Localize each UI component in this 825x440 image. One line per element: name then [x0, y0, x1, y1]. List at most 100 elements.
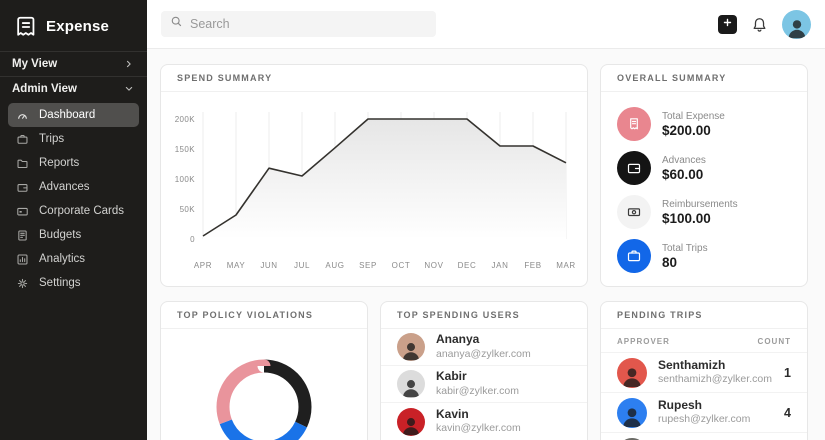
main-area: SPEND SUMMARY 0 50K 100K 150K 200K APR MAY JUN J…	[147, 0, 825, 440]
sidebar-item-budgets[interactable]: Budgets	[8, 223, 139, 247]
user-avatar[interactable]	[782, 9, 811, 39]
user-email: ananya@zylker.com	[436, 347, 531, 360]
chevron-right-icon	[123, 58, 135, 70]
svg-text:SEP: SEP	[359, 261, 377, 270]
search-input[interactable]	[190, 17, 427, 31]
summary-item-value: $100.00	[662, 211, 711, 227]
summary-item-total-expense: Total Expense $200.00	[617, 102, 791, 146]
approver-name: Rupesh	[658, 397, 703, 412]
svg-text:JAN: JAN	[492, 261, 509, 270]
summary-item-text: Total Trips 80	[662, 242, 708, 271]
summary-item-label: Reimbursements	[662, 198, 738, 210]
pending-trips-title: PENDING TRIPS	[601, 302, 807, 329]
chevron-down-icon	[123, 83, 135, 95]
user-text: Kabir kabir@zylker.com	[436, 369, 519, 398]
pending-count: 1	[784, 365, 791, 380]
policy-violations-donut-chart[interactable]	[161, 329, 367, 440]
approver-text: Rupesh rupesh@zylker.com	[658, 398, 750, 427]
top-spending-users-title: TOP SPENDING USERS	[381, 302, 587, 329]
spend-summary-chart[interactable]: 0 50K 100K 150K 200K APR MAY JUN JUL AUG SEP OCT NOV…	[161, 92, 587, 286]
summary-item-advances: Advances $60.00	[617, 146, 791, 190]
sidebar-item-reports[interactable]: Reports	[8, 151, 139, 175]
avatar	[397, 370, 425, 398]
pending-trip-row-rupesh[interactable]: Rupesh rupesh@zylker.com 4	[601, 393, 807, 433]
svg-text:JUL: JUL	[294, 261, 310, 270]
svg-text:50K: 50K	[180, 205, 196, 214]
sidebar-item-label: Corporate Cards	[39, 205, 125, 217]
search-box[interactable]	[161, 11, 436, 37]
top-policy-violations-card: TOP POLICY VIOLATIONS	[160, 301, 368, 440]
svg-text:150K: 150K	[175, 145, 196, 154]
sidebar-section-admin-view[interactable]: Admin View	[0, 76, 147, 101]
avatar	[617, 438, 647, 440]
sidebar-item-label: Settings	[39, 277, 81, 289]
svg-text:DEC: DEC	[458, 261, 477, 270]
overall-summary-title: OVERALL SUMMARY	[601, 65, 807, 92]
spend-summary-card: SPEND SUMMARY 0 50K 100K 150K 200K APR MAY JUN J…	[160, 64, 588, 287]
summary-item-label: Total Trips	[662, 242, 708, 254]
user-email: kavin@zylker.com	[436, 422, 521, 435]
sidebar: Expense My View Admin View Dashboard Trips…	[0, 0, 147, 440]
credit-card-icon	[16, 205, 29, 218]
briefcase-icon	[617, 239, 651, 273]
svg-text:JUN: JUN	[260, 261, 277, 270]
gear-icon	[16, 277, 29, 290]
pending-trip-row-senthamizh[interactable]: Senthamizh senthamizh@zylker.com 1	[601, 353, 807, 393]
cash-icon	[617, 195, 651, 229]
summary-item-label: Advances	[662, 154, 706, 166]
sidebar-item-dashboard[interactable]: Dashboard	[8, 103, 139, 127]
sidebar-item-label: Budgets	[39, 229, 82, 241]
svg-text:100K: 100K	[175, 175, 196, 184]
svg-text:APR: APR	[194, 261, 212, 270]
sidebar-section-label: Admin View	[12, 83, 77, 95]
sidebar-item-label: Trips	[39, 133, 65, 145]
sidebar-item-advances[interactable]: Advances	[8, 175, 139, 199]
pending-trip-row-sahil[interactable]: Sahil8	[601, 433, 807, 440]
summary-item-value: 80	[662, 255, 678, 271]
svg-text:200K: 200K	[175, 115, 196, 124]
pending-trips-column-headers: APPROVER COUNT	[601, 329, 807, 353]
sidebar-item-trips[interactable]: Trips	[8, 127, 139, 151]
spending-user-row-ananya[interactable]: Ananya ananya@zylker.com	[381, 329, 587, 366]
search-icon	[170, 15, 183, 33]
approver-text: Senthamizh senthamizh@zylker.com	[658, 358, 772, 387]
column-approver: APPROVER	[617, 337, 670, 346]
user-text: Kavin kavin@zylker.com	[436, 407, 521, 436]
svg-text:FEB: FEB	[524, 261, 541, 270]
spending-user-row-kabir[interactable]: Kabir kabir@zylker.com	[381, 366, 587, 403]
column-count: COUNT	[757, 337, 791, 346]
summary-item-label: Total Expense	[662, 110, 725, 122]
quick-add-button[interactable]	[718, 14, 737, 34]
sidebar-nav: Dashboard Trips Reports Advances Corporate C…	[0, 101, 147, 297]
approver-email: senthamizh@zylker.com	[658, 373, 772, 386]
sidebar-item-settings[interactable]: Settings	[8, 271, 139, 295]
sidebar-item-corporate-cards[interactable]: Corporate Cards	[8, 199, 139, 223]
dashboard-content: SPEND SUMMARY 0 50K 100K 150K 200K APR MAY JUN J…	[147, 49, 825, 440]
pending-count: 4	[784, 405, 791, 420]
app-logo[interactable]: Expense	[0, 0, 147, 51]
topbar	[147, 0, 825, 49]
donut-segment-violation-3	[216, 359, 312, 440]
summary-item-text: Advances $60.00	[662, 154, 706, 183]
notifications-bell-icon[interactable]	[751, 16, 768, 33]
svg-text:0: 0	[190, 235, 195, 244]
user-name: Ananya	[436, 332, 480, 347]
sidebar-section-my-view[interactable]: My View	[0, 51, 147, 76]
expense-logo-icon	[12, 13, 38, 39]
spend-summary-title: SPEND SUMMARY	[161, 65, 587, 92]
svg-text:MAY: MAY	[227, 261, 246, 270]
user-name: Kavin	[436, 406, 469, 421]
spending-user-row-kavin[interactable]: Kavin kavin@zylker.com	[381, 403, 587, 440]
avatar	[617, 397, 647, 428]
svg-text:OCT: OCT	[392, 261, 411, 270]
pending-trips-card: PENDING TRIPS APPROVER COUNT Senthamizh s…	[600, 301, 808, 440]
summary-item-reimbursements: Reimbursements $100.00	[617, 190, 791, 234]
sidebar-item-analytics[interactable]: Analytics	[8, 247, 139, 271]
avatar	[617, 357, 647, 388]
receipt-icon	[617, 107, 651, 141]
sidebar-section-label: My View	[12, 58, 58, 70]
svg-text:MAR: MAR	[556, 261, 576, 270]
summary-item-value: $60.00	[662, 167, 704, 183]
wallet-icon	[617, 151, 651, 185]
